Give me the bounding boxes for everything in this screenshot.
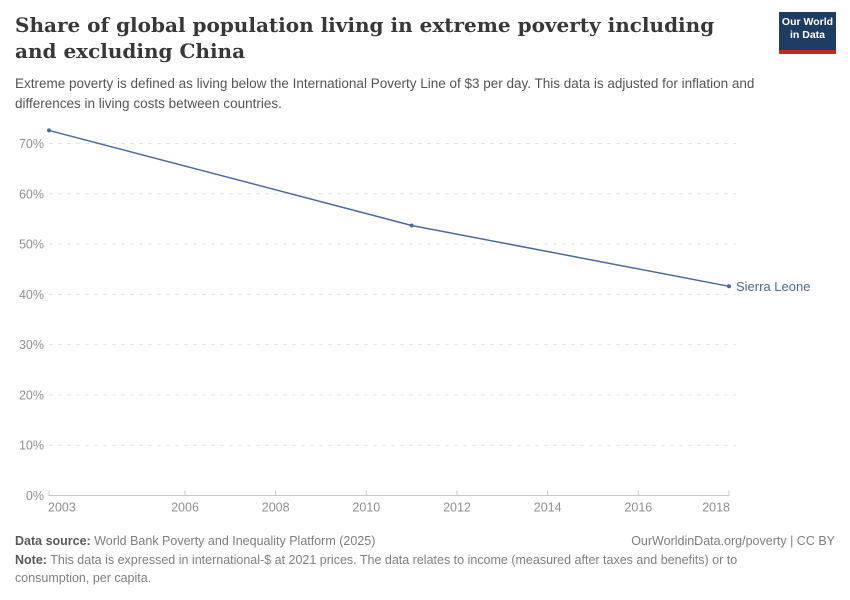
x-tick-label: 2006 [171,501,199,515]
data-source-label: Data source: [15,534,91,548]
chart-subtitle: Extreme poverty is defined as living bel… [15,76,755,111]
y-tick-label: 50% [19,238,44,252]
x-tick-label: 2014 [534,501,562,515]
y-tick-label: 70% [19,137,44,151]
data-point[interactable] [727,284,731,289]
note-label: Note: [15,553,47,567]
y-tick-label: 30% [19,338,44,352]
citation-text[interactable]: OurWorldinData.org/poverty | CC BY [631,534,835,548]
y-tick-label: 20% [19,388,44,402]
y-tick-label: 40% [19,288,44,302]
x-tick-label: 2003 [48,501,76,515]
x-tick-label: 2008 [262,501,290,515]
owid-logo[interactable]: Our World in Data [779,12,836,54]
x-tick-label: 2016 [624,501,652,515]
data-source-line: Data source: World Bank Poverty and Ineq… [15,532,375,550]
data-point[interactable] [409,223,414,228]
x-tick-label: 2018 [702,501,730,515]
chart-header: Share of global population living in ext… [15,12,836,64]
y-tick-label: 0% [26,489,44,503]
note-line: Note: This data is expressed in internat… [15,551,773,587]
chart-footer: Data source: World Bank Poverty and Ineq… [15,532,835,587]
note-text: This data is expressed in international-… [15,553,738,585]
series-line[interactable] [48,129,730,288]
series-entity-label[interactable]: Sierra Leone [736,279,810,294]
data-source-text: World Bank Poverty and Inequality Platfo… [90,534,376,548]
x-tick-label: 2010 [352,501,380,515]
chart-title: Share of global population living in ext… [15,13,715,63]
y-tick-label: 60% [19,187,44,201]
data-point[interactable] [47,128,51,133]
y-tick-label: 10% [19,439,44,453]
owid-logo-line2: in Data [789,29,825,41]
x-tick-label: 2012 [443,501,471,515]
owid-logo-line1: Our World [781,16,834,28]
